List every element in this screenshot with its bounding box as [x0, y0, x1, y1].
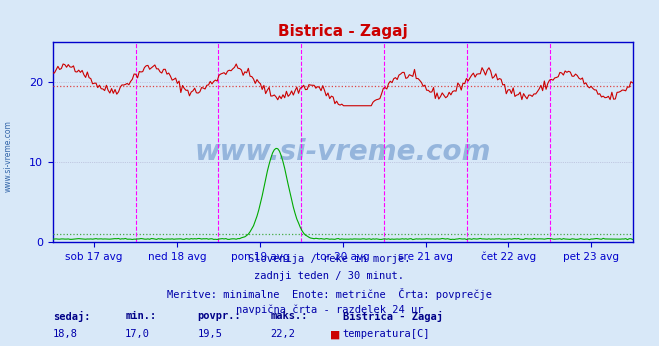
Text: 17,0: 17,0: [125, 329, 150, 339]
Text: Meritve: minimalne  Enote: metrične  Črta: povprečje: Meritve: minimalne Enote: metrične Črta:…: [167, 288, 492, 300]
Text: temperatura[C]: temperatura[C]: [343, 329, 430, 339]
Text: maks.:: maks.:: [270, 311, 308, 321]
Text: 19,5: 19,5: [198, 329, 223, 339]
Text: Bistrica - Zagaj: Bistrica - Zagaj: [343, 311, 443, 322]
Text: www.si-vreme.com: www.si-vreme.com: [3, 120, 13, 192]
Text: 18,8: 18,8: [53, 329, 78, 339]
Text: 22,2: 22,2: [270, 329, 295, 339]
Text: povpr.:: povpr.:: [198, 311, 241, 321]
Text: www.si-vreme.com: www.si-vreme.com: [194, 138, 491, 166]
Text: sedaj:: sedaj:: [53, 311, 90, 322]
Title: Bistrica - Zagaj: Bistrica - Zagaj: [278, 24, 407, 39]
Text: navpična črta - razdelek 24 ur: navpična črta - razdelek 24 ur: [236, 304, 423, 315]
Text: ■: ■: [331, 328, 339, 342]
Text: min.:: min.:: [125, 311, 156, 321]
Text: Slovenija / reke in morje.: Slovenija / reke in morje.: [248, 254, 411, 264]
Text: zadnji teden / 30 minut.: zadnji teden / 30 minut.: [254, 271, 405, 281]
